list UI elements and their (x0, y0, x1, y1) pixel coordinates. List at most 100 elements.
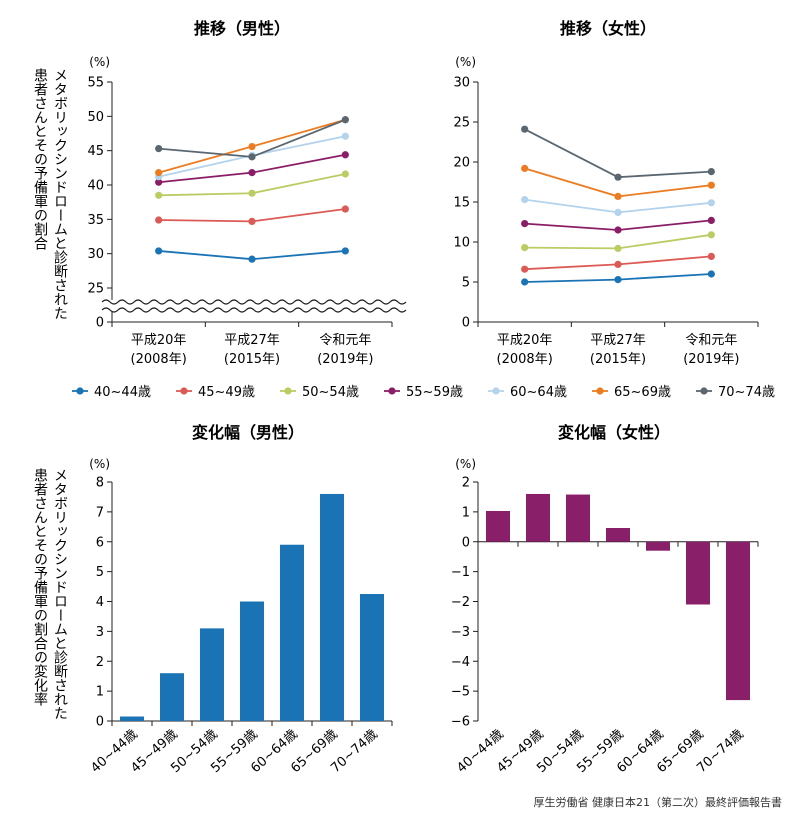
bar (566, 494, 590, 542)
data-point (341, 247, 349, 255)
y-tick-label: −2 (451, 595, 470, 610)
y-axis-title: 患者さんとその予備軍の割合の変化率 (32, 468, 48, 706)
axis-break-gap (102, 300, 396, 312)
legend-label: 45~49歳 (198, 385, 255, 400)
y-tick-label: 50 (87, 110, 104, 125)
y-tick-label: 25 (87, 282, 104, 297)
data-point (248, 217, 256, 225)
x-tick-label: (2008年) (497, 352, 553, 367)
x-tick-label: (2008年) (131, 352, 187, 367)
data-point (521, 164, 529, 172)
legend-marker (596, 387, 604, 395)
data-point (707, 168, 715, 176)
chart-title: 推移（女性） (560, 19, 656, 38)
legend-marker (700, 387, 708, 395)
y-tick-label: −3 (451, 625, 470, 640)
y-tick-label: 30 (87, 247, 104, 262)
data-point (155, 178, 163, 186)
y-tick-label: 0 (96, 316, 104, 331)
data-point (521, 244, 529, 252)
data-point (521, 125, 529, 133)
data-point (155, 169, 163, 177)
legend-label: 60~64歳 (510, 385, 567, 400)
y-tick-label: 7 (96, 505, 104, 520)
legend-marker (180, 387, 188, 395)
data-point (521, 278, 529, 286)
x-tick-label: (2019年) (317, 352, 373, 367)
y-unit-label: (%) (89, 457, 110, 471)
axis-break-wave (101, 307, 407, 313)
data-point (614, 192, 622, 200)
y-unit-label: (%) (89, 55, 110, 69)
y-tick-label: 5 (96, 565, 104, 580)
bar (240, 601, 264, 721)
bar (726, 541, 750, 701)
data-point (341, 116, 349, 124)
legend-label: 70~74歳 (718, 385, 775, 400)
data-point (155, 247, 163, 255)
bar (646, 541, 670, 551)
chart-title: 変化幅（女性） (558, 423, 670, 442)
bar (320, 493, 344, 721)
bar (526, 493, 550, 542)
data-point (707, 181, 715, 189)
source-note: 厚生労働省 健康日本21（第二次）最終評価報告書 (534, 795, 783, 809)
legend-label: 40~44歳 (94, 385, 151, 400)
data-point (248, 189, 256, 197)
data-point (614, 173, 622, 181)
bar (686, 541, 710, 605)
data-point (155, 145, 163, 153)
data-point (614, 260, 622, 268)
data-point (341, 151, 349, 159)
y-tick-label: 35 (87, 213, 104, 228)
y-tick-label: −1 (451, 565, 470, 580)
x-tick-label: 平成27年 (224, 333, 280, 348)
y-tick-label: 20 (453, 156, 470, 171)
x-tick-label: 平成20年 (497, 333, 553, 348)
data-point (248, 153, 256, 161)
series-line (524, 128, 712, 179)
series-line (158, 118, 346, 158)
y-tick-label: 55 (87, 76, 104, 91)
data-point (155, 191, 163, 199)
y-tick-label: 0 (462, 535, 470, 550)
data-point (707, 270, 715, 278)
y-tick-label: 1 (96, 685, 104, 700)
y-tick-label: 2 (96, 655, 104, 670)
data-point (707, 252, 715, 260)
y-tick-label: 10 (453, 236, 470, 251)
y-tick-label: 0 (96, 715, 104, 730)
y-tick-label: −6 (451, 715, 470, 730)
bar (120, 716, 144, 721)
legend-marker (492, 387, 500, 395)
y-tick-label: 15 (453, 196, 470, 211)
y-tick-label: 4 (96, 595, 104, 610)
y-tick-label: 1 (462, 505, 470, 520)
y-axis-title: メタボリックシンドロームと診断された (52, 468, 68, 720)
x-tick-label: 令和元年 (319, 333, 371, 348)
data-point (155, 216, 163, 224)
x-tick-label: 平成27年 (590, 333, 646, 348)
x-tick-label: (2015年) (224, 352, 280, 367)
legend-marker (284, 387, 292, 395)
y-tick-label: 30 (453, 76, 470, 91)
x-tick-label: (2019年) (683, 352, 739, 367)
y-unit-label: (%) (455, 55, 476, 69)
legend-label: 50~54歳 (302, 385, 359, 400)
y-tick-label: 40 (87, 179, 104, 194)
y-tick-label: 3 (96, 625, 104, 640)
data-point (614, 226, 622, 234)
x-tick-label: (2015年) (590, 352, 646, 367)
bar (280, 544, 304, 721)
data-point (614, 244, 622, 252)
bar (606, 528, 630, 542)
data-point (248, 169, 256, 177)
legend-marker (76, 387, 84, 395)
data-point (707, 216, 715, 224)
data-point (707, 199, 715, 207)
y-tick-label: 0 (462, 316, 470, 331)
data-point (614, 276, 622, 284)
x-tick-label: 平成20年 (131, 333, 187, 348)
